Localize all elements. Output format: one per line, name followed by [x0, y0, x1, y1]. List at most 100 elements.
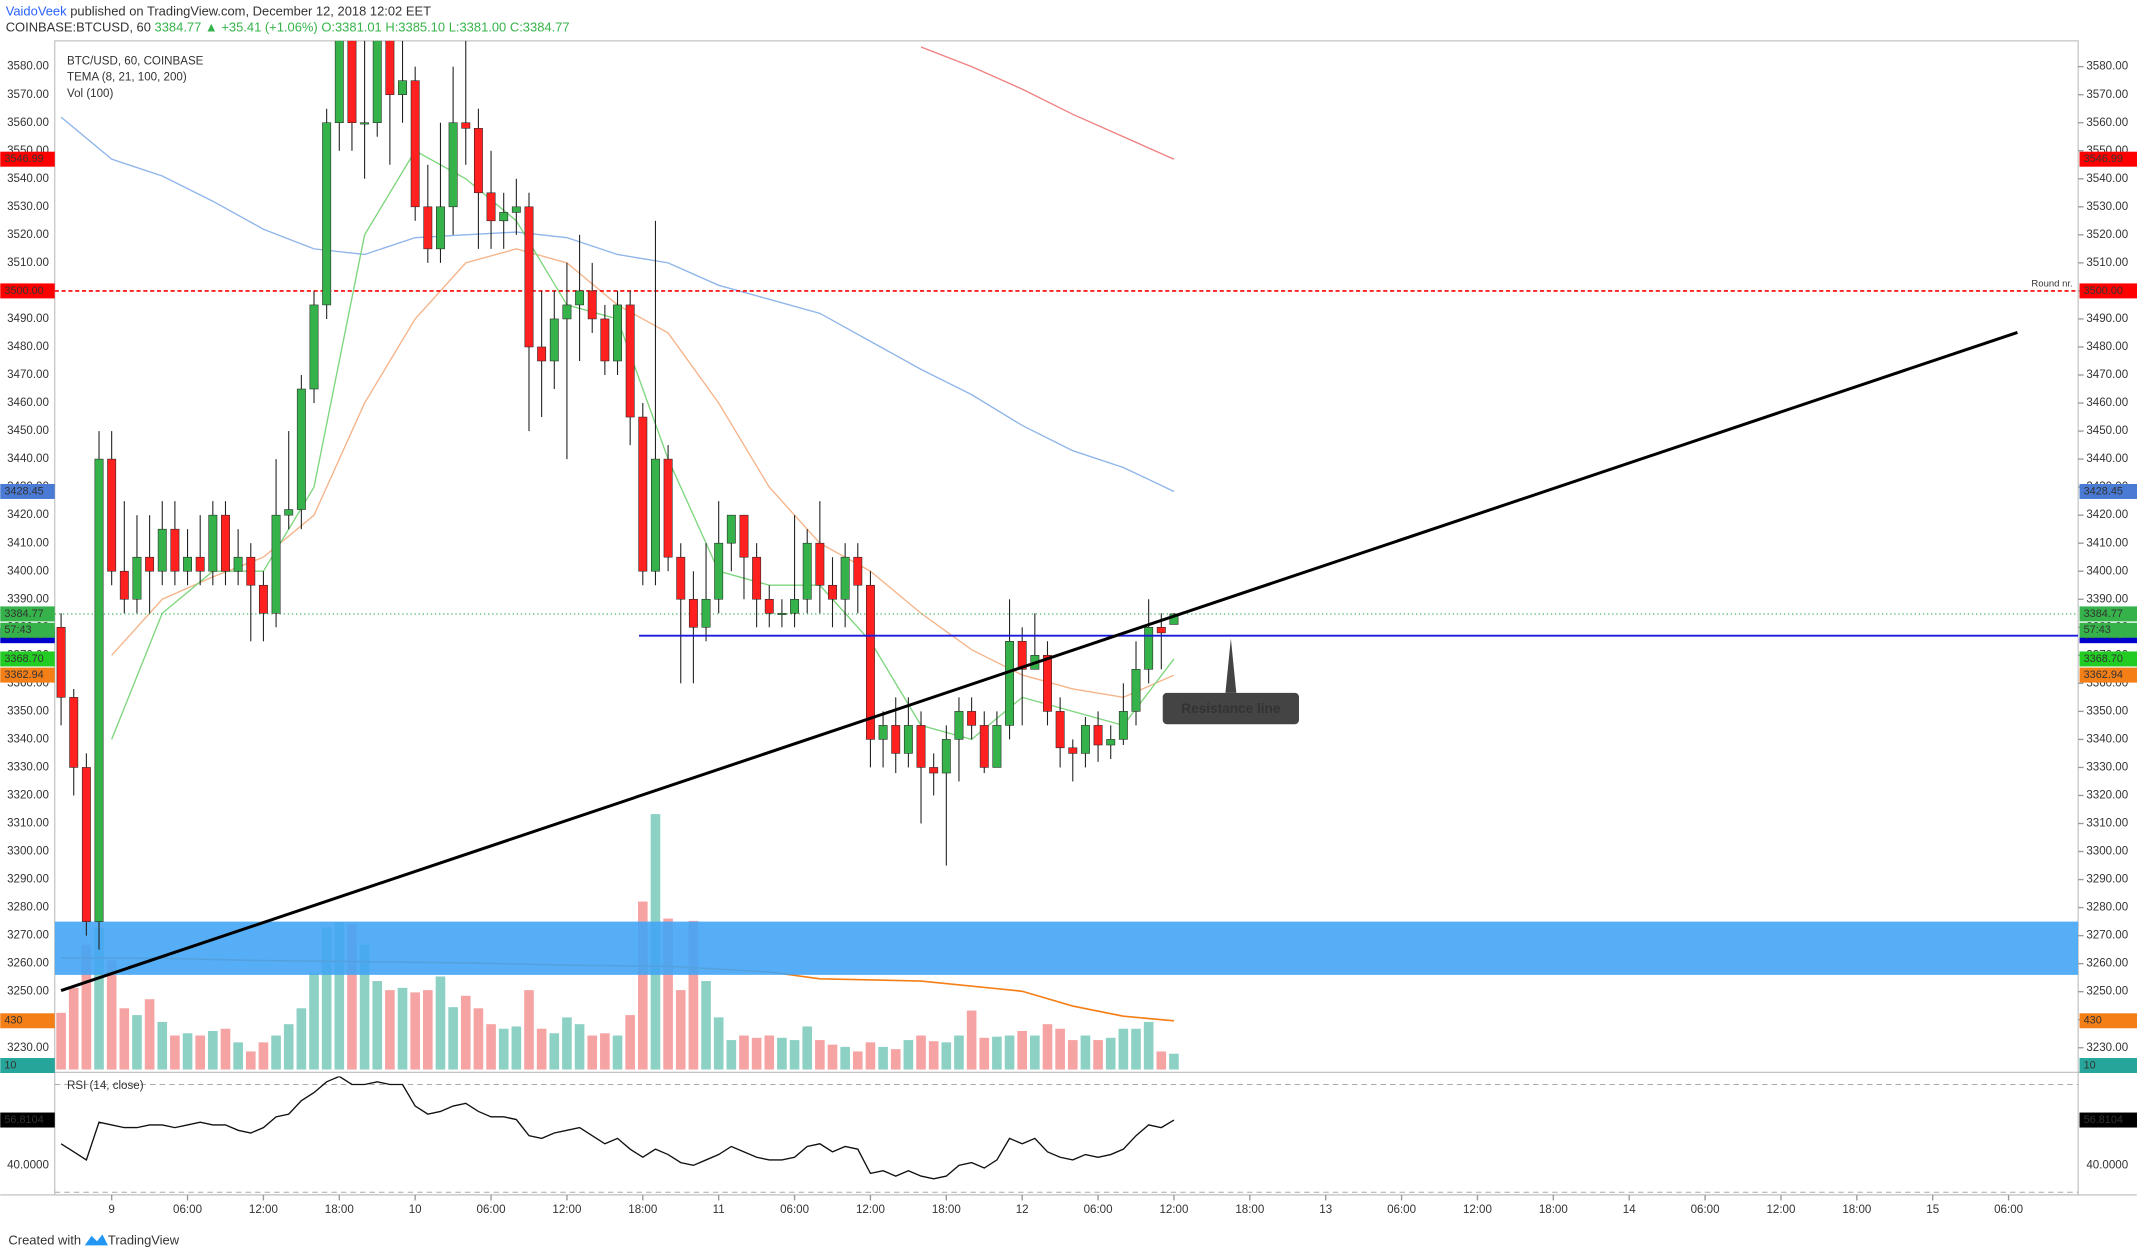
volume-bar [511, 1026, 522, 1070]
rsi-line [60, 1076, 1175, 1180]
x-tick-label: 18:00 [325, 1204, 354, 1216]
x-tick-label: 12:00 [856, 1204, 885, 1216]
price-label: 56.8104 [2084, 1114, 2123, 1126]
volume-bar [574, 1024, 585, 1070]
volume-bar [94, 927, 104, 1070]
rsi-title: RSI (14, close) [67, 1080, 144, 1092]
candle-body [448, 122, 458, 208]
x-tick-label: 15 [1926, 1204, 1939, 1216]
y-tick-label-left: 3270.00 [7, 930, 49, 942]
candle-body [284, 509, 294, 516]
volume-bar [448, 1007, 458, 1070]
y-tick-label: 3510.00 [2086, 257, 2128, 269]
y-tick-label-left: 3490.00 [7, 313, 49, 325]
candle-body [575, 290, 585, 306]
y-tick-label: 3470.00 [2086, 369, 2128, 381]
price-label-box [2079, 1112, 2137, 1128]
y-tick-label-left: 3480.00 [7, 341, 49, 353]
candle-body [701, 598, 711, 628]
candle-body [385, 40, 395, 95]
price-label-box [0, 667, 55, 683]
volume-bar [157, 1021, 168, 1070]
volume-bar [701, 981, 711, 1070]
price-label: 3428.45 [4, 485, 43, 497]
y-tick-label-left: 3300.00 [7, 846, 49, 858]
x-tick-label: 18:00 [1235, 1204, 1264, 1216]
y-tick-label: 3340.00 [2086, 733, 2128, 745]
volume-bar [144, 999, 155, 1070]
tema-line [111, 248, 1175, 699]
candle-body [625, 304, 635, 418]
candle-body [233, 556, 243, 572]
y-tick-label-left: 3230.00 [7, 1042, 49, 1054]
volume-bar [410, 992, 420, 1070]
candle-body [473, 128, 483, 194]
volume-bar [271, 1035, 281, 1070]
x-tick-label: 12:00 [1159, 1204, 1188, 1216]
candle-body [334, 40, 344, 123]
volume-bar [1093, 1040, 1103, 1070]
x-tick-label: 06:00 [1691, 1204, 1720, 1216]
candle-body [828, 584, 837, 600]
candle-body [183, 556, 192, 572]
candle-body [549, 318, 559, 362]
y-tick-label: 3530.00 [2086, 201, 2128, 213]
y-tick-label: 3300.00 [2086, 846, 2128, 858]
price-label-box [2079, 151, 2137, 167]
volume-bar [233, 1042, 243, 1070]
candle-body [107, 458, 117, 572]
candle-body [954, 711, 964, 740]
candle-body [764, 598, 774, 614]
candle-body [1169, 613, 1179, 625]
high: H:3385.10 [385, 20, 445, 35]
price-label-box [2079, 1013, 2137, 1029]
volume-bar [1030, 1035, 1040, 1070]
y-tick-label: 3580.00 [2086, 61, 2128, 73]
callout-pointer [1225, 638, 1237, 693]
volume-bar [1143, 1021, 1154, 1070]
candle-body [296, 388, 306, 510]
y-tick-label-left: 3560.00 [7, 117, 49, 129]
candle-body [651, 458, 660, 572]
candle-body [1131, 669, 1141, 712]
price-label: 3384.77 [4, 608, 43, 620]
volume-bar [777, 1037, 787, 1070]
price-label-box [2079, 667, 2137, 683]
candle-body [81, 767, 91, 922]
x-tick-label: 18:00 [628, 1204, 657, 1216]
price-label: 56.8104 [4, 1114, 43, 1126]
candle-body [56, 627, 66, 698]
candle-body [309, 304, 319, 390]
volume-bar [385, 990, 395, 1070]
volume-bar [106, 960, 117, 1070]
footer-brand[interactable]: TradingView [108, 1233, 180, 1248]
y-tick-label: 3350.00 [2086, 705, 2128, 717]
volume-bar [675, 990, 686, 1070]
volume-bar [1004, 1035, 1015, 1070]
candle-body [676, 556, 686, 600]
x-tick-label: 13 [1319, 1204, 1332, 1216]
author[interactable]: VaidoVeek [6, 4, 67, 19]
price-label: 3368.70 [4, 653, 43, 665]
x-tick-label: 06:00 [173, 1204, 202, 1216]
candle-body [119, 570, 129, 600]
volume-bar [625, 1015, 635, 1070]
candle-body [499, 212, 509, 222]
price-label-box [0, 651, 55, 667]
y-tick-label: 3570.00 [2086, 89, 2128, 101]
support-zone [54, 921, 2079, 975]
y-tick-label-left: 3390.00 [7, 593, 49, 605]
volume-bar [992, 1036, 1002, 1070]
volume-bar [562, 1017, 572, 1070]
candle-body [537, 346, 547, 362]
x-tick-label: 06:00 [477, 1204, 506, 1216]
volume-bar [840, 1046, 850, 1070]
candle-body [752, 556, 762, 600]
candle-body [208, 514, 218, 572]
y-tick-label-left: 3570.00 [7, 89, 49, 101]
legend-symbol: BTC/USD, 60, COINBASE [67, 55, 204, 67]
legend-volume: Vol (100) [67, 88, 113, 100]
volume-bar [663, 918, 673, 1070]
